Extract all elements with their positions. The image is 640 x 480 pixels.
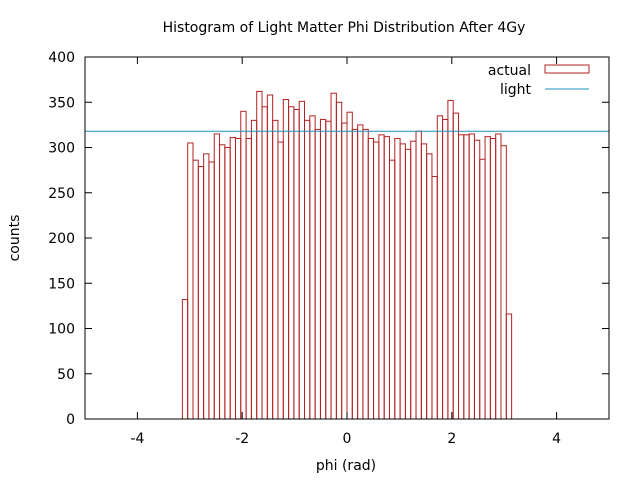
x-tick-label-1: -2 xyxy=(235,431,249,447)
y-tick-label-5: 250 xyxy=(48,186,75,202)
legend: actual light xyxy=(488,63,590,98)
histogram-bar-11 xyxy=(240,110,247,420)
histogram-bar-5 xyxy=(208,161,215,420)
y-tick-label-6: 300 xyxy=(48,141,75,157)
histogram-bar-39 xyxy=(388,159,396,420)
histogram-bar-29 xyxy=(335,101,343,420)
histogram-bar-2 xyxy=(192,159,199,420)
histogram-bar-22 xyxy=(298,100,306,420)
histogram-bar-37 xyxy=(378,134,385,420)
y-axis-label: counts xyxy=(7,215,23,262)
histogram-bar-57 xyxy=(484,136,491,420)
x-tick-label-4: 4 xyxy=(552,431,561,447)
histogram-bar-21 xyxy=(293,108,300,420)
histogram-bar-8 xyxy=(224,147,231,420)
histogram-bar-4 xyxy=(203,153,210,420)
histogram-bar-20 xyxy=(288,106,295,420)
histogram-bar-32 xyxy=(351,128,359,420)
histogram-bar-59 xyxy=(495,133,502,420)
histogram-bar-23 xyxy=(304,119,311,420)
histogram-bar-9 xyxy=(229,137,236,420)
histogram-bars xyxy=(181,90,513,420)
legend-label-light: light xyxy=(500,82,532,98)
histogram-bar-15 xyxy=(261,106,268,420)
y-tick-label-1: 50 xyxy=(57,367,75,383)
x-tick-label-0: -4 xyxy=(130,431,144,447)
histogram-bar-28 xyxy=(330,92,337,420)
axis-ticks: 0 50 100 150 200 250 300 350 400 -4 -2 0 2 4 xyxy=(48,50,609,447)
histogram-bar-51 xyxy=(452,112,460,420)
histogram-bar-7 xyxy=(219,144,226,420)
histogram-bar-6 xyxy=(213,133,221,420)
histogram-bar-44 xyxy=(415,130,422,420)
histogram-bar-3 xyxy=(197,166,205,420)
histogram-bar-46 xyxy=(426,153,433,420)
histogram-bar-60 xyxy=(500,145,507,420)
histogram-bar-31 xyxy=(346,111,353,420)
histogram-bar-36 xyxy=(373,141,380,420)
chart-title: Histogram of Light Matter Phi Distributi… xyxy=(163,20,526,36)
histogram-bar-43 xyxy=(410,140,417,420)
x-tick-label-2: 0 xyxy=(343,431,352,447)
histogram-bar-19 xyxy=(282,99,290,420)
histogram-bar-61 xyxy=(505,313,513,420)
histogram-bar-26 xyxy=(319,118,327,420)
histogram-bar-10 xyxy=(234,137,242,420)
y-tick-label-8: 400 xyxy=(48,50,75,66)
y-tick-label-4: 200 xyxy=(48,231,75,247)
histogram-bar-55 xyxy=(473,139,481,420)
histogram-bar-14 xyxy=(256,90,263,420)
histogram-bar-34 xyxy=(362,128,369,420)
histogram-bar-35 xyxy=(367,137,375,420)
y-tick-label-3: 150 xyxy=(48,276,75,292)
histogram-bar-56 xyxy=(479,158,486,420)
y-tick-label-2: 100 xyxy=(48,322,75,338)
histogram-bar-42 xyxy=(404,148,412,420)
legend-swatch-actual xyxy=(544,64,590,74)
histogram-bar-41 xyxy=(399,143,406,420)
x-axis-label: phi (rad) xyxy=(316,458,376,474)
histogram-bar-48 xyxy=(436,115,444,420)
histogram-bar-45 xyxy=(420,143,428,420)
histogram-bar-17 xyxy=(272,119,279,420)
histogram-bar-40 xyxy=(394,137,401,420)
histogram-bar-47 xyxy=(431,175,438,420)
histogram-bar-58 xyxy=(489,137,497,420)
histogram-bar-30 xyxy=(341,122,348,420)
histogram-bar-52 xyxy=(458,134,465,420)
histogram-bar-49 xyxy=(442,118,449,420)
histogram-bar-16 xyxy=(266,94,274,420)
histogram-bar-1 xyxy=(187,142,194,420)
histogram-bar-33 xyxy=(357,124,364,420)
histogram-bar-0 xyxy=(181,299,189,420)
histogram-bar-50 xyxy=(447,99,454,420)
y-tick-label-7: 350 xyxy=(48,95,75,111)
histogram-bar-13 xyxy=(250,119,258,420)
histogram-bar-24 xyxy=(309,115,316,420)
histogram-bar-25 xyxy=(314,128,321,420)
histogram-bar-12 xyxy=(245,137,252,420)
histogram-bar-18 xyxy=(277,141,284,420)
histogram-bar-53 xyxy=(463,134,470,420)
histogram-bar-27 xyxy=(325,120,332,420)
histogram-bar-38 xyxy=(383,136,390,420)
x-tick-label-3: 2 xyxy=(447,431,456,447)
legend-label-actual: actual xyxy=(488,63,531,79)
histogram-bar-54 xyxy=(468,133,475,420)
y-tick-label-0: 0 xyxy=(66,412,75,428)
